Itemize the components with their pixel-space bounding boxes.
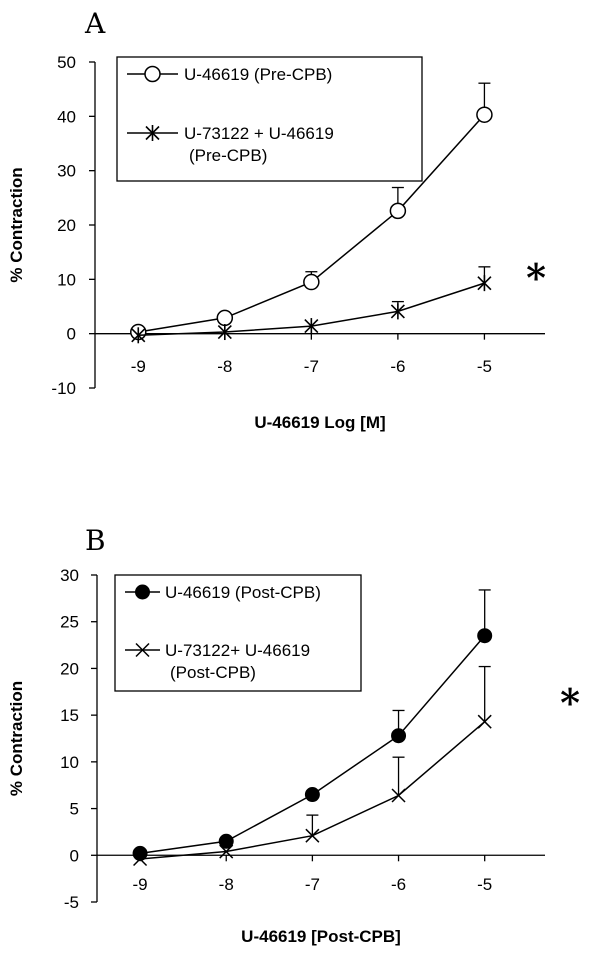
- data-point: [216, 309, 234, 327]
- x-tick-label: -6: [391, 875, 406, 894]
- data-point: [133, 851, 148, 867]
- x-axis-title: U-46619 [Post-CPB]: [241, 927, 401, 946]
- data-point: [477, 714, 492, 729]
- y-tick-label: 10: [57, 270, 76, 289]
- panel-label: B: [85, 524, 106, 557]
- data-point: [217, 324, 232, 341]
- legend-marker: [135, 642, 150, 658]
- x-tick-label: -8: [219, 875, 234, 894]
- x-tick-label: -8: [217, 357, 232, 376]
- y-tick-label: 30: [60, 566, 79, 585]
- legend-marker: [144, 65, 161, 83]
- data-point: [218, 833, 234, 849]
- x-tick-label: -5: [477, 357, 492, 376]
- x-tick-label: -9: [131, 357, 146, 376]
- x-tick-label: -6: [390, 357, 405, 376]
- legend-marker: [145, 125, 160, 141]
- y-tick-label: -5: [64, 893, 79, 912]
- series-2: [131, 266, 492, 344]
- x-tick-label: -7: [305, 875, 320, 894]
- significance-asterisk: *: [526, 255, 546, 300]
- series-1: [132, 589, 493, 861]
- panel-b-chart: B -5 0 5 10 15 20 25 30 -9 -8 -7 -6 -5 U-46619 [Post-C…: [7, 524, 580, 946]
- significance-asterisk: *: [560, 680, 580, 725]
- data-point: [305, 828, 320, 843]
- data-point: [476, 106, 493, 123]
- data-point: [132, 845, 148, 861]
- legend-marker: [135, 584, 150, 600]
- data-point: [219, 844, 234, 859]
- y-tick-label: 30: [57, 162, 76, 181]
- series-2: [133, 665, 492, 867]
- y-tick-label: 15: [60, 706, 79, 725]
- x-tick-label: -7: [304, 357, 319, 376]
- panel-label: A: [84, 7, 106, 40]
- data-point: [303, 273, 320, 291]
- y-tick-label: 20: [57, 216, 76, 235]
- data-point: [304, 318, 319, 335]
- series-1: [130, 82, 493, 341]
- data-point: [390, 303, 405, 320]
- legend: U-46619 (Pre-CPB) U-73122 + U-46619 (Pre-C…: [116, 56, 423, 182]
- panel-a-chart: A -10 0 10 20 30 40 50 -9 -8 -7 -6 -5 U-46619 Log [M]…: [7, 7, 546, 432]
- legend-entry: (Post-CPB): [170, 663, 256, 682]
- legend: U-46619 (Post-CPB) U-73122+ U-46619 (Post-…: [114, 574, 362, 692]
- y-tick-label: 20: [60, 659, 79, 678]
- data-point: [477, 628, 493, 644]
- data-point: [304, 787, 320, 803]
- data-point: [477, 275, 492, 292]
- data-point: [131, 327, 146, 344]
- y-tick-label: 0: [67, 325, 76, 344]
- y-tick-label: 25: [60, 613, 79, 632]
- x-tick-label: -5: [477, 875, 492, 894]
- y-tick-label: 40: [57, 107, 76, 126]
- data-point: [391, 728, 407, 744]
- legend-entry: U-73122+ U-46619: [165, 641, 310, 660]
- y-tick-label: 5: [70, 800, 79, 819]
- legend-box: [116, 56, 423, 182]
- y-axis-title: % Contraction: [7, 681, 26, 796]
- data-point: [389, 202, 407, 220]
- legend-entry: U-46619 (Post-CPB): [165, 583, 321, 602]
- y-tick-label: 50: [57, 53, 76, 72]
- y-tick-label: 10: [60, 753, 79, 772]
- x-tick-label: -9: [133, 875, 148, 894]
- legend-entry: (Pre-CPB): [189, 146, 267, 165]
- data-point: [391, 788, 406, 803]
- legend-entry: U-73122 + U-46619: [184, 124, 334, 143]
- y-axis-title: % Contraction: [7, 167, 26, 282]
- y-tick-label: -10: [51, 379, 76, 398]
- legend-box: [114, 574, 362, 692]
- legend-entry: U-46619 (Pre-CPB): [184, 65, 332, 84]
- y-tick-label: 0: [70, 846, 79, 865]
- x-axis-title: U-46619 Log [M]: [254, 413, 385, 432]
